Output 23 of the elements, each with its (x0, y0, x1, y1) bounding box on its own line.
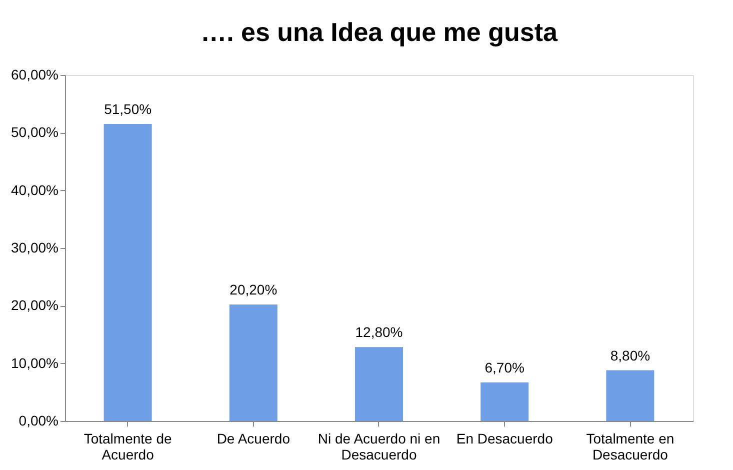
data-label: 6,70% (484, 359, 524, 376)
bar (355, 347, 403, 421)
y-tick-label: 30,00% (11, 240, 58, 256)
y-tick-label: 10,00% (11, 354, 58, 371)
bar (480, 382, 529, 421)
x-tick-label: De Acuerdo (216, 430, 290, 446)
x-tick-label: Totalmente de Acuerdo (84, 430, 172, 462)
y-tick-label: 60,00% (11, 66, 58, 82)
y-tick-label: 0,00% (18, 412, 58, 428)
data-label: 12,80% (355, 324, 403, 340)
x-tick-label: Ni de Acuerdo ni en Desacuerdo (318, 430, 440, 462)
chart-title: …. es una Idea que me gusta (200, 17, 558, 47)
y-tick-label: 20,00% (11, 297, 58, 314)
data-label: 20,20% (230, 282, 278, 298)
x-tick-label: Totalmente en Desacuerdo (586, 430, 674, 462)
data-label: 51,50% (104, 101, 152, 118)
bar (606, 370, 654, 421)
bar (104, 124, 152, 421)
data-label: 8,80% (610, 347, 650, 364)
y-tick-label: 50,00% (11, 124, 58, 140)
bar (229, 304, 278, 421)
x-tick-label: En Desacuerdo (456, 430, 554, 446)
y-tick-label: 40,00% (11, 182, 58, 198)
